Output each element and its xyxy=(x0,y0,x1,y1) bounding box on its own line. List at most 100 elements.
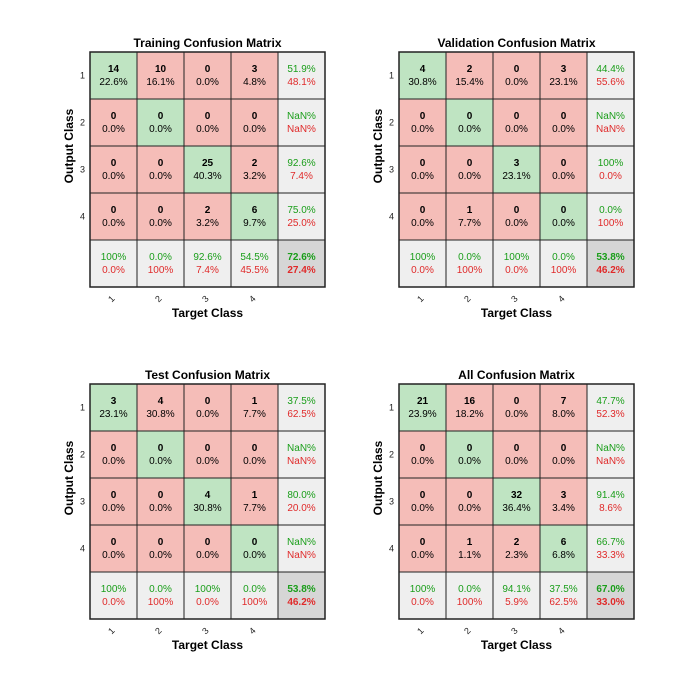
row-summary-cell xyxy=(586,524,635,573)
cell-count: 0 xyxy=(158,158,164,169)
cell-count: 0 xyxy=(158,490,164,501)
matrix-cell xyxy=(89,145,138,194)
col-summary-cell xyxy=(492,571,541,620)
cell-percent: 18.2% xyxy=(455,409,483,420)
col-summary-cell xyxy=(230,571,279,620)
row-summary-wrong: NaN% xyxy=(596,124,625,135)
row-summary-correct: 37.5% xyxy=(287,396,315,407)
row-tick-label: 2 xyxy=(80,118,85,128)
matrix-cell xyxy=(183,192,232,241)
matrix-title: Validation Confusion Matrix xyxy=(437,36,595,50)
cell-percent: 3.2% xyxy=(196,218,219,229)
cell-percent: 0.0% xyxy=(505,456,528,467)
cell-count: 0 xyxy=(111,205,117,216)
cell-percent: 0.0% xyxy=(196,124,219,135)
cell-count: 0 xyxy=(252,443,258,454)
row-summary-correct: 92.6% xyxy=(287,158,315,169)
cell-percent: 0.0% xyxy=(149,124,172,135)
row-tick-label: 3 xyxy=(389,165,394,175)
cell-count: 2 xyxy=(514,537,520,548)
cell-percent: 0.0% xyxy=(552,124,575,135)
matrix-cell xyxy=(492,51,541,100)
row-tick-label: 2 xyxy=(389,118,394,128)
cell-count: 2 xyxy=(467,64,473,75)
matrix-cell xyxy=(230,383,279,432)
cell-percent: 0.0% xyxy=(458,171,481,182)
matrix-cell xyxy=(445,145,494,194)
col-summary-correct: 100% xyxy=(101,252,127,263)
cell-percent: 1.1% xyxy=(458,550,481,561)
row-summary-wrong: NaN% xyxy=(287,456,316,467)
row-summary-correct: NaN% xyxy=(287,537,316,548)
col-summary-wrong: 100% xyxy=(242,597,268,608)
y-axis-label: Output Class xyxy=(62,108,76,183)
matrix-cell xyxy=(89,383,138,432)
confusion-matrix-4: All Confusion Matrix2123.9%1618.2%00.0%7… xyxy=(371,368,635,652)
cell-percent: 0.0% xyxy=(505,124,528,135)
cell-percent: 3.4% xyxy=(552,503,575,514)
col-summary-cell xyxy=(492,239,541,288)
matrix-cell xyxy=(136,383,185,432)
cell-percent: 0.0% xyxy=(243,124,266,135)
cell-percent: 7.7% xyxy=(458,218,481,229)
matrix-cell xyxy=(492,524,541,573)
cell-percent: 16.1% xyxy=(146,77,174,88)
cell-percent: 15.4% xyxy=(455,77,483,88)
cell-count: 0 xyxy=(420,111,426,122)
cell-percent: 0.0% xyxy=(196,456,219,467)
col-tick-label: 3 xyxy=(200,626,211,637)
cell-count: 0 xyxy=(420,205,426,216)
cell-percent: 9.7% xyxy=(243,218,266,229)
matrix-cell xyxy=(445,98,494,147)
matrix-cell xyxy=(539,98,588,147)
col-summary-wrong: 45.5% xyxy=(240,265,268,276)
row-summary-wrong: 0.0% xyxy=(599,171,622,182)
matrix-cell xyxy=(183,477,232,526)
matrix-cell xyxy=(183,145,232,194)
y-axis-label: Output Class xyxy=(371,108,385,183)
row-summary-cell xyxy=(586,98,635,147)
col-summary-wrong: 0.0% xyxy=(411,597,434,608)
matrix-cell xyxy=(398,98,447,147)
row-summary-cell xyxy=(586,430,635,479)
cell-count: 0 xyxy=(111,537,117,548)
col-summary-wrong: 0.0% xyxy=(102,265,125,276)
matrix-title: Training Confusion Matrix xyxy=(133,36,281,50)
col-tick-label: 2 xyxy=(153,294,164,305)
matrix-border xyxy=(89,51,326,288)
cell-count: 0 xyxy=(111,111,117,122)
cell-percent: 0.0% xyxy=(458,503,481,514)
x-axis-label: Target Class xyxy=(172,306,243,320)
row-summary-wrong: 7.4% xyxy=(290,171,313,182)
col-summary-cell xyxy=(539,571,588,620)
matrix-border xyxy=(89,383,326,620)
row-tick-label: 1 xyxy=(80,71,85,81)
col-tick-label: 3 xyxy=(200,294,211,305)
col-summary-correct: 0.0% xyxy=(243,584,266,595)
cell-count: 14 xyxy=(108,64,120,75)
total-wrong: 33.0% xyxy=(596,597,624,608)
cell-count: 0 xyxy=(111,158,117,169)
matrix-cell xyxy=(183,98,232,147)
row-tick-label: 1 xyxy=(389,71,394,81)
row-tick-label: 4 xyxy=(80,544,85,554)
matrix-cell xyxy=(136,477,185,526)
matrix-title: Test Confusion Matrix xyxy=(145,368,270,382)
row-summary-correct: NaN% xyxy=(287,443,316,454)
cell-percent: 30.8% xyxy=(193,503,221,514)
cell-count: 0 xyxy=(158,111,164,122)
matrix-cell xyxy=(445,430,494,479)
row-summary-correct: 51.9% xyxy=(287,64,315,75)
cell-percent: 0.0% xyxy=(411,503,434,514)
cell-count: 0 xyxy=(205,443,211,454)
matrix-cell xyxy=(445,51,494,100)
confusion-matrix-1: Training Confusion Matrix1422.6%1016.1%0… xyxy=(62,36,326,320)
cell-count: 32 xyxy=(511,490,523,501)
row-summary-cell xyxy=(277,98,326,147)
matrix-cell xyxy=(398,145,447,194)
matrix-cell xyxy=(183,524,232,573)
col-summary-correct: 0.0% xyxy=(458,584,481,595)
cell-count: 0 xyxy=(467,111,473,122)
cell-count: 0 xyxy=(561,443,567,454)
